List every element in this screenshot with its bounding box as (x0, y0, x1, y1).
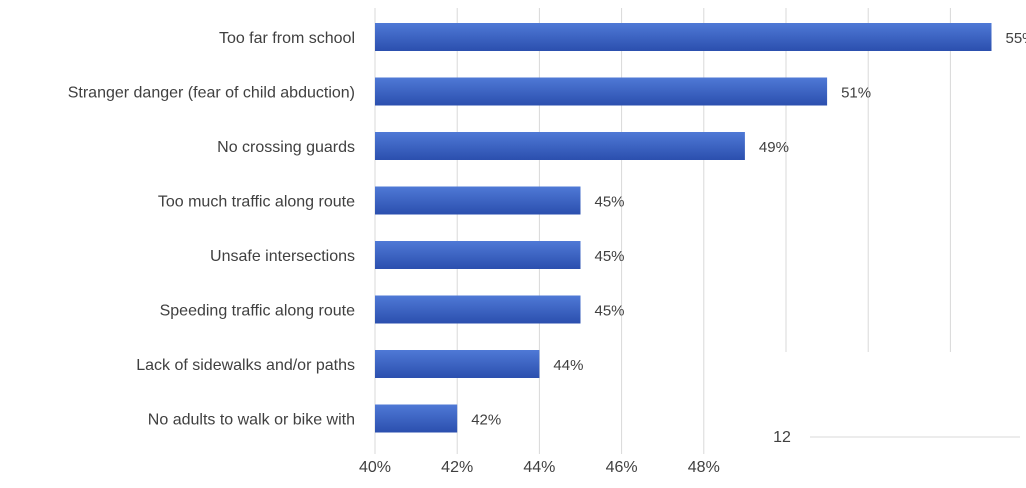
bars (375, 23, 992, 433)
data-label: 51% (841, 85, 871, 102)
data-label: 45% (595, 194, 625, 211)
bar-4 (375, 187, 581, 215)
x-tick-label: 48% (688, 459, 720, 476)
category-label: No crossing guards (217, 139, 355, 156)
gridlines (375, 8, 950, 454)
category-label: No adults to walk or bike with (148, 412, 355, 429)
category-label: Lack of sidewalks and/or paths (136, 357, 355, 374)
data-label: 45% (595, 303, 625, 320)
bar-7 (375, 350, 539, 378)
bar-6 (375, 296, 581, 324)
data-label: 44% (553, 357, 583, 374)
data-label: 49% (759, 139, 789, 156)
bar-1 (375, 23, 992, 51)
bar-5 (375, 241, 581, 269)
data-label: 55% (1006, 30, 1026, 47)
bar-8 (375, 405, 457, 433)
category-label: Too far from school (219, 30, 355, 47)
annotation-label: 12 (773, 429, 791, 446)
annotation: 12 (773, 429, 1020, 446)
data-label: 45% (595, 248, 625, 265)
category-labels: Too far from school Stranger danger (fear… (68, 30, 355, 429)
category-label: Unsafe intersections (210, 248, 355, 265)
x-axis-ticks: 40% 42% 44% 46% 48% (359, 459, 720, 476)
bar-2 (375, 78, 827, 106)
x-tick-label: 46% (606, 459, 638, 476)
x-tick-label: 42% (441, 459, 473, 476)
category-label: Stranger danger (fear of child abduction… (68, 85, 355, 102)
bar-3 (375, 132, 745, 160)
category-label: Speeding traffic along route (160, 303, 356, 320)
category-label: Too much traffic along route (158, 194, 355, 211)
data-label: 42% (471, 412, 501, 429)
x-tick-label: 44% (523, 459, 555, 476)
x-tick-label: 40% (359, 459, 391, 476)
